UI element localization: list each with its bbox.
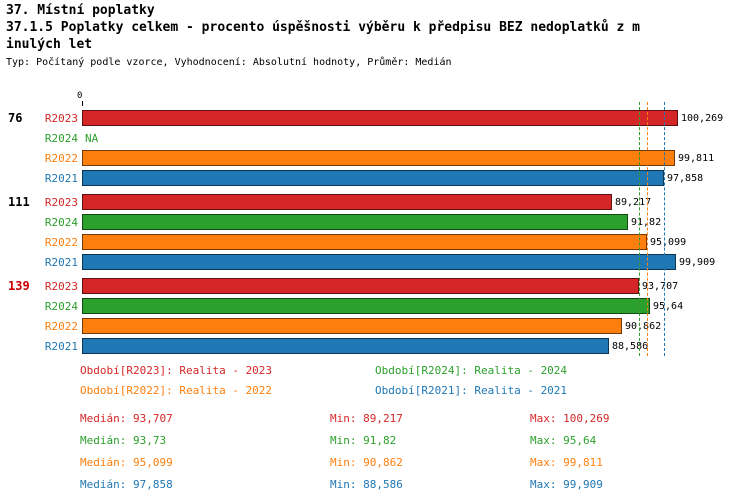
group-label: 139 bbox=[8, 279, 30, 293]
median-line-R2021 bbox=[663, 102, 665, 356]
legend-item-R2022: Období[R2022]: Realita - 2022 bbox=[80, 384, 273, 397]
bar-row: R2024 95,64 bbox=[0, 296, 750, 316]
chart-title: 37. Místní poplatky bbox=[6, 3, 155, 18]
stat-min-R2022: Min: 90,862 bbox=[330, 456, 403, 469]
bar-value-label: 93,707 bbox=[642, 281, 679, 292]
bar-R2021 bbox=[82, 338, 609, 354]
na-label: NA bbox=[85, 132, 99, 145]
x-axis-origin-label: 0 bbox=[77, 91, 83, 101]
bar-value-label: 90,862 bbox=[625, 321, 662, 332]
stat-max-R2023: Max: 100,269 bbox=[530, 412, 610, 425]
bar-R2022 bbox=[82, 150, 675, 166]
chart-meta: Typ: Počítaný podle vzorce, Vyhodnocení:… bbox=[6, 57, 452, 68]
bar-R2024 bbox=[82, 214, 628, 230]
group-label: 111 bbox=[8, 195, 30, 209]
series-label: R2022 bbox=[44, 320, 78, 333]
legend-item-R2023: Období[R2023]: Realita - 2023 bbox=[80, 364, 273, 377]
stat-min-R2024: Min: 91,82 bbox=[330, 434, 397, 447]
bar-value-label: 100,269 bbox=[681, 113, 724, 124]
stat-median-R2021: Medián: 97,858 bbox=[80, 478, 173, 491]
stat-max-R2021: Max: 99,909 bbox=[530, 478, 603, 491]
stat-max-R2022: Max: 99,811 bbox=[530, 456, 603, 469]
series-label: R2023 bbox=[44, 280, 78, 293]
series-label: R2024 bbox=[44, 300, 78, 313]
bar-R2023 bbox=[82, 194, 612, 210]
median-line-R2024 bbox=[639, 102, 641, 356]
bar-R2024 bbox=[82, 298, 650, 314]
median-line-R2022 bbox=[647, 102, 649, 356]
bar-R2021 bbox=[82, 170, 664, 186]
bar-R2023 bbox=[82, 278, 639, 294]
series-label: R2021 bbox=[44, 256, 78, 269]
bar-row: R2024 NA bbox=[0, 128, 750, 148]
bar-R2022 bbox=[82, 234, 647, 250]
legend-item-R2021: Období[R2021]: Realita - 2021 bbox=[375, 384, 568, 397]
stat-min-R2021: Min: 88,586 bbox=[330, 478, 403, 491]
series-label: R2024 bbox=[44, 132, 78, 145]
bar-value-label: 95,099 bbox=[650, 237, 687, 248]
stat-min-R2023: Min: 89,217 bbox=[330, 412, 403, 425]
series-label: R2022 bbox=[44, 152, 78, 165]
bar-value-label: 99,909 bbox=[679, 257, 716, 268]
x-axis-origin-tick bbox=[82, 101, 83, 106]
bar-R2023 bbox=[82, 110, 678, 126]
bar-row: R2022 95,099 bbox=[0, 232, 750, 252]
bar-value-label: 95,64 bbox=[653, 301, 684, 312]
bar-R2022 bbox=[82, 318, 622, 334]
series-label: R2022 bbox=[44, 236, 78, 249]
bar-value-label: 97,858 bbox=[667, 173, 704, 184]
bar-R2021 bbox=[82, 254, 676, 270]
bar-row: 139 R2023 93,707 bbox=[0, 276, 750, 296]
stat-median-R2023: Medián: 93,707 bbox=[80, 412, 173, 425]
series-label: R2024 bbox=[44, 216, 78, 229]
chart-subtitle-line2: inulých let bbox=[6, 37, 93, 52]
series-label: R2021 bbox=[44, 340, 78, 353]
series-label: R2023 bbox=[44, 196, 78, 209]
stat-median-R2024: Medián: 93,73 bbox=[80, 434, 167, 447]
bar-row: 76 R2023 100,269 bbox=[0, 108, 750, 128]
bar-row: R2024 91,82 bbox=[0, 212, 750, 232]
bar-value-label: 89,217 bbox=[615, 197, 652, 208]
bar-value-label: 99,811 bbox=[678, 153, 715, 164]
bar-row: R2021 99,909 bbox=[0, 252, 750, 272]
bar-row: R2022 90,862 bbox=[0, 316, 750, 336]
bar-row: R2021 88,586 bbox=[0, 336, 750, 356]
bar-value-label: 88,586 bbox=[612, 341, 649, 352]
group-label: 76 bbox=[8, 111, 23, 125]
series-label: R2023 bbox=[44, 112, 78, 125]
stat-max-R2024: Max: 95,64 bbox=[530, 434, 597, 447]
stat-median-R2022: Medián: 95,099 bbox=[80, 456, 173, 469]
bar-value-label: 91,82 bbox=[631, 217, 662, 228]
chart-subtitle-line1: 37.1.5 Poplatky celkem - procento úspěšn… bbox=[6, 20, 640, 35]
bar-row: R2022 99,811 bbox=[0, 148, 750, 168]
series-label: R2021 bbox=[44, 172, 78, 185]
bar-row: 111 R2023 89,217 bbox=[0, 192, 750, 212]
legend-item-R2024: Období[R2024]: Realita - 2024 bbox=[375, 364, 568, 377]
bar-row: R2021 97,858 bbox=[0, 168, 750, 188]
